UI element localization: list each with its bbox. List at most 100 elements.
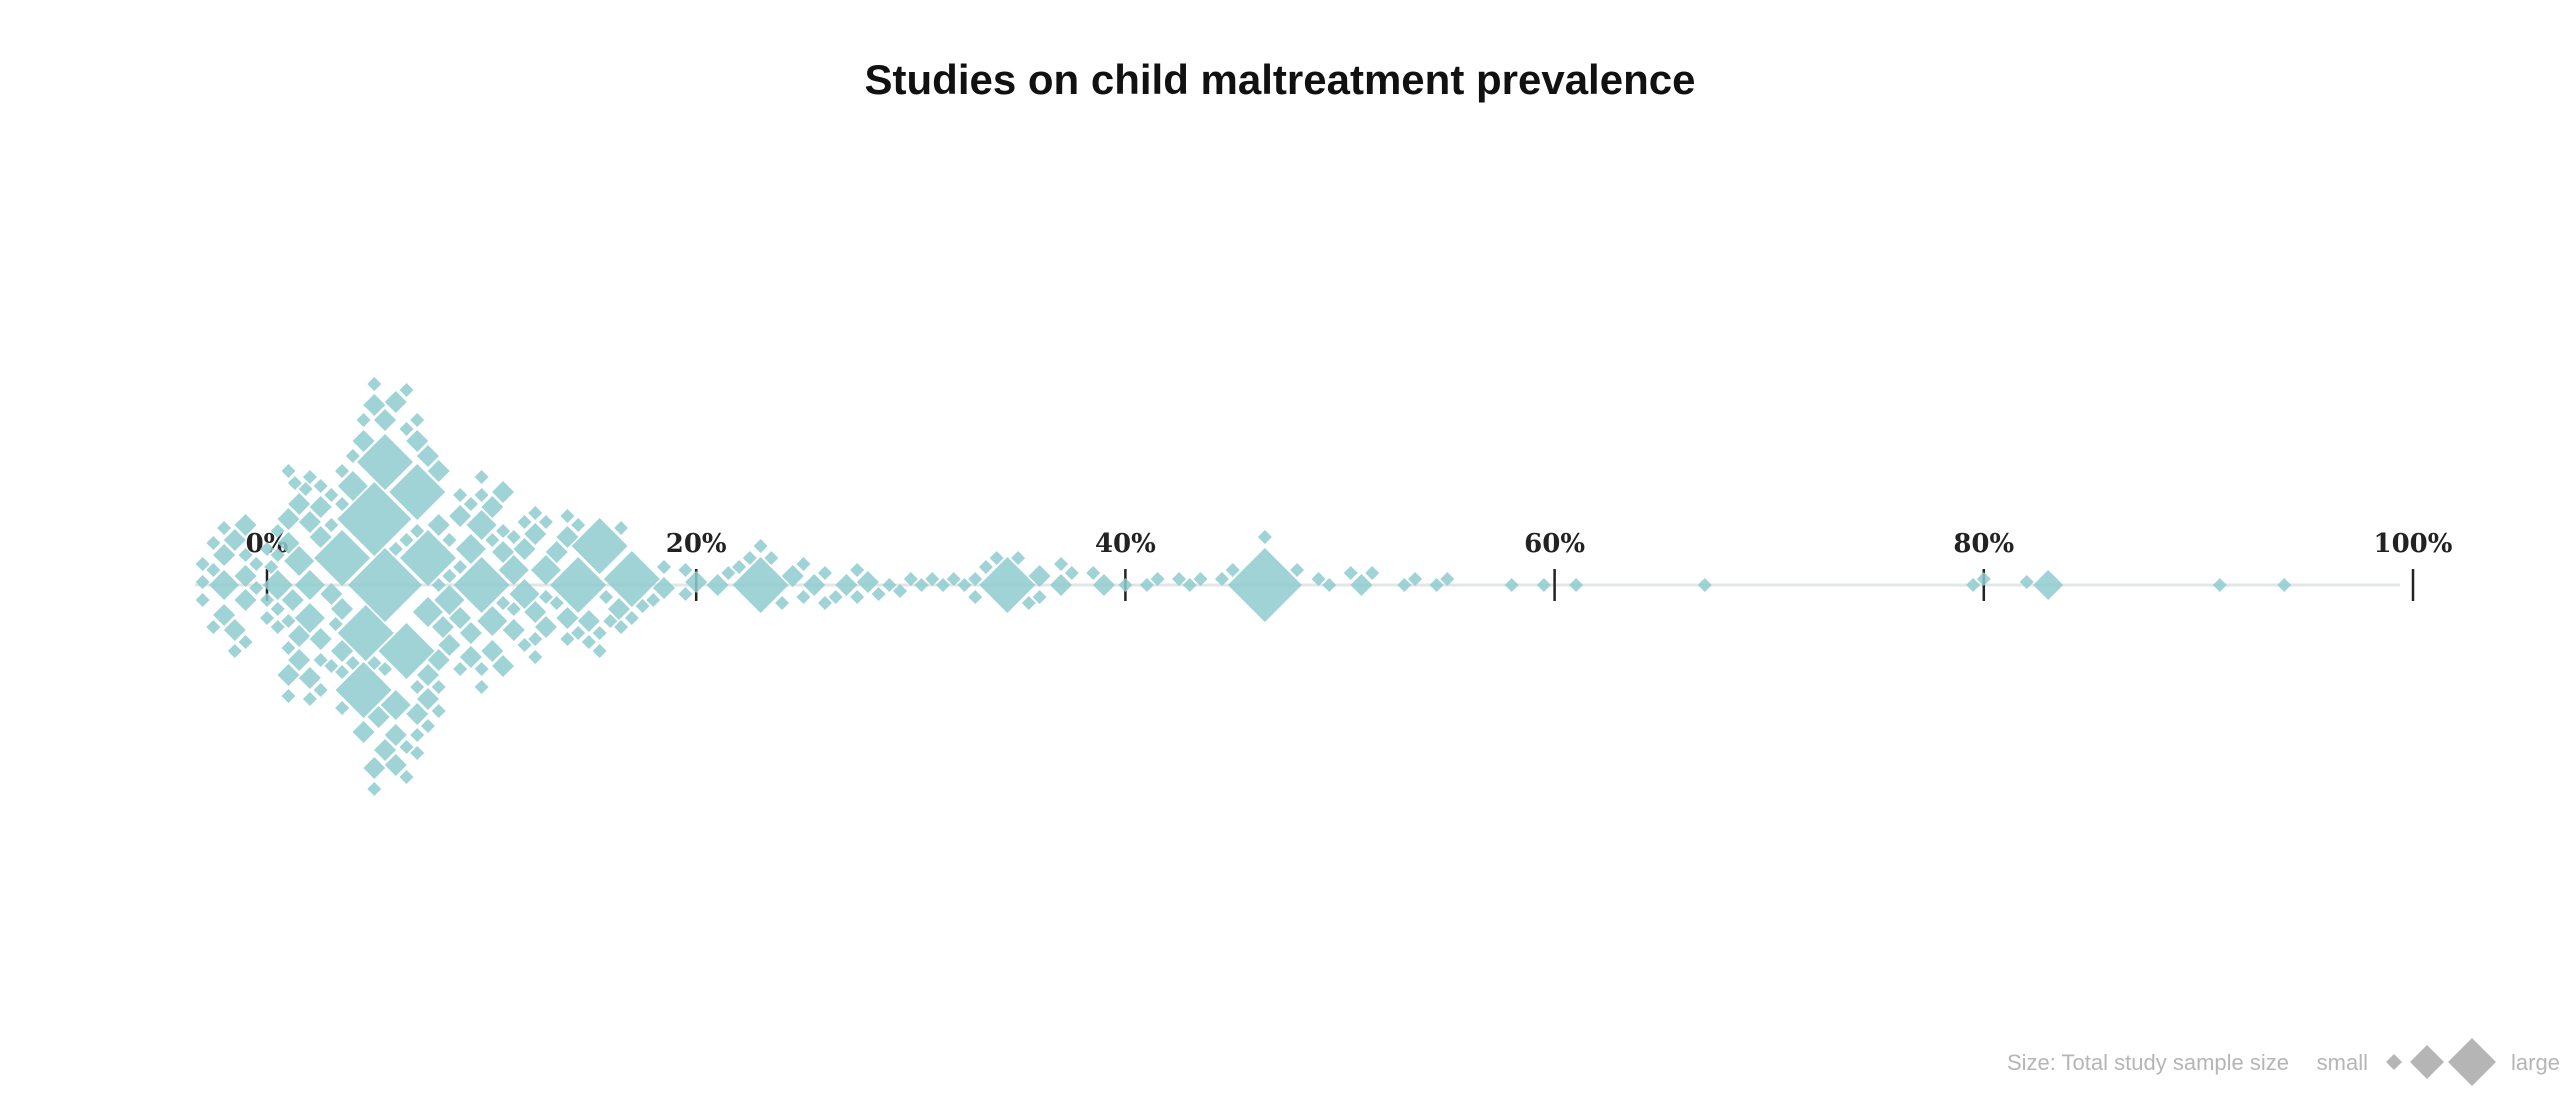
study-point (357, 434, 414, 490)
study-point (449, 607, 472, 629)
study-point (384, 391, 407, 413)
study-point (384, 754, 407, 776)
study-point (420, 719, 435, 733)
study-point (678, 563, 693, 577)
study-point (337, 605, 394, 661)
study-point (635, 599, 650, 613)
study-point (206, 536, 221, 550)
study-point (378, 662, 393, 676)
study-point (603, 551, 660, 607)
study-point (213, 604, 236, 626)
study-point (431, 680, 446, 694)
study-point (406, 703, 429, 725)
size-legend-small-label: small (2317, 1050, 2368, 1075)
study-point (378, 623, 435, 679)
study-point (335, 497, 350, 511)
x-tick-label: 100% (2374, 529, 2453, 559)
study-point (646, 593, 661, 607)
study-point (571, 518, 628, 574)
study-point (517, 638, 532, 652)
study-point (348, 548, 423, 622)
study-point (234, 514, 257, 536)
study-point (577, 610, 600, 632)
study-point (538, 515, 553, 529)
study-point (431, 704, 446, 718)
study-point (281, 464, 296, 478)
study-point (560, 509, 575, 523)
study-point (217, 521, 232, 535)
study-point (1440, 572, 1455, 586)
x-tick-label: 60% (1524, 529, 1585, 559)
study-point (287, 476, 302, 490)
study-point (356, 413, 371, 427)
study-point (416, 445, 439, 467)
study-point (753, 539, 768, 553)
study-point (513, 538, 536, 560)
study-point (195, 593, 210, 607)
study-point (685, 571, 708, 593)
study-point (524, 601, 547, 623)
study-point (260, 611, 274, 625)
study-point (399, 383, 414, 397)
study-point (592, 626, 607, 640)
study-point (249, 557, 264, 571)
study-point (481, 496, 504, 518)
study-point (302, 470, 317, 484)
study-point (474, 488, 489, 502)
study-point (277, 532, 300, 554)
study-point (534, 616, 557, 638)
study-point (328, 617, 343, 631)
study-point (314, 530, 371, 586)
study-point (399, 533, 414, 547)
study-point (742, 551, 757, 565)
study-point (337, 482, 412, 556)
study-point (1976, 572, 1991, 586)
study-point (1028, 565, 1051, 587)
study-point (571, 626, 586, 640)
study-point (1050, 574, 1073, 596)
study-point (549, 596, 564, 610)
study-point (474, 470, 489, 484)
study-point (775, 596, 790, 610)
study-point (1150, 572, 1165, 586)
study-point (592, 644, 607, 658)
study-point (309, 628, 332, 650)
study-point (599, 590, 614, 604)
study-point (389, 464, 446, 520)
study-point (764, 551, 779, 565)
size-legend-large-label: large (2511, 1050, 2560, 1075)
study-point (614, 521, 629, 535)
study-point (803, 574, 826, 596)
study-point (367, 377, 382, 391)
study-point (492, 481, 515, 503)
study-point (434, 585, 465, 615)
study-point (453, 557, 510, 613)
study-point (817, 566, 832, 580)
study-point (264, 560, 279, 574)
study-point (431, 616, 454, 638)
size-legend: Size: Total study sample size small larg… (2007, 1038, 2560, 1086)
study-point (427, 514, 450, 536)
study-point (979, 557, 1036, 613)
study-point (1011, 551, 1026, 565)
study-point (474, 680, 489, 694)
study-point (781, 565, 804, 587)
study-point (1021, 596, 1036, 610)
study-point (206, 563, 221, 577)
study-point (2212, 578, 2227, 592)
study-point (410, 728, 425, 742)
x-tick-label: 20% (666, 529, 727, 559)
study-point (399, 422, 414, 436)
study-point (481, 640, 504, 662)
study-point (367, 782, 382, 796)
study-point (2033, 570, 2064, 600)
study-point (431, 578, 446, 592)
study-point (506, 602, 521, 616)
study-point (260, 542, 274, 556)
study-point (989, 551, 1004, 565)
study-point (367, 706, 390, 728)
study-point (1350, 574, 1373, 596)
study-point (502, 619, 525, 641)
study-point (882, 578, 897, 592)
study-point (410, 680, 425, 694)
